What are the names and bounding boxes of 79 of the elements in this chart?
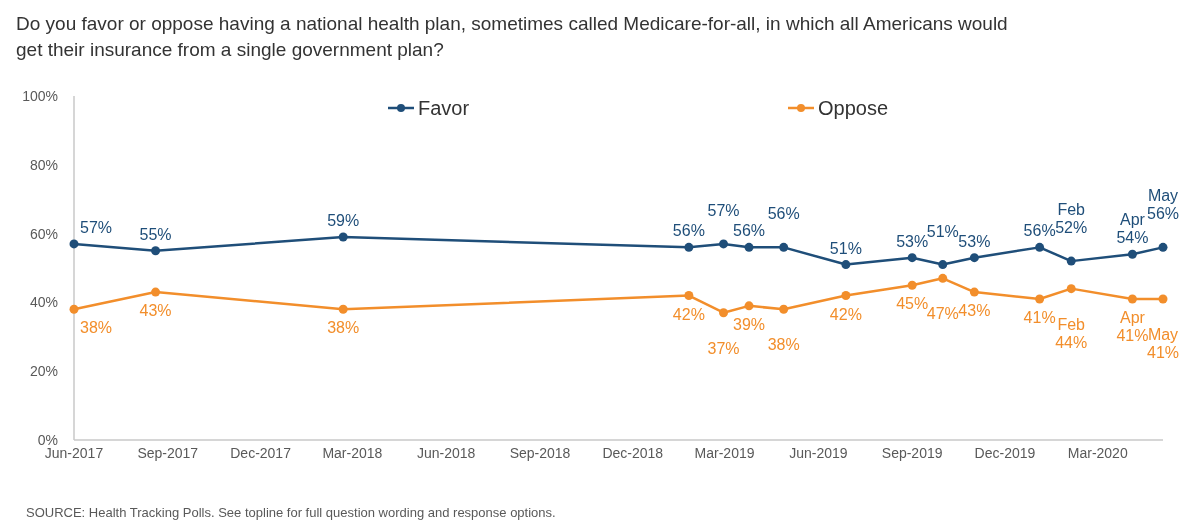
point (69, 239, 79, 249)
data-label: 38% (79, 319, 113, 337)
point (907, 253, 917, 263)
point (719, 239, 729, 249)
x-tick-label: Mar-2018 (322, 445, 383, 461)
x-tick-label: Mar-2019 (694, 445, 755, 461)
data-label: 39% (733, 315, 766, 333)
point (1127, 249, 1137, 259)
data-label: 38% (767, 336, 800, 354)
data-label: 45% (896, 295, 929, 313)
point (744, 242, 754, 252)
y-tick-label: 0% (37, 431, 58, 448)
y-tick-label: 20% (29, 363, 58, 380)
point (938, 260, 948, 270)
data-label: 56% (672, 222, 705, 240)
source-note: SOURCE: Health Tracking Polls. See topline for full question wording and response options. (26, 505, 556, 520)
data-label: Apr 41% (1116, 308, 1149, 344)
point (841, 260, 851, 270)
data-label: 56% (1023, 222, 1056, 240)
data-label: Apr 54% (1116, 211, 1149, 247)
x-tick-label: Mar-2020 (1067, 445, 1128, 461)
point (1127, 294, 1137, 304)
point (1035, 294, 1045, 304)
x-tick-label: Jun-2017 (44, 445, 104, 461)
data-label: Feb 44% (1055, 315, 1088, 351)
data-label: 55% (139, 225, 172, 243)
legend-label: Favor (418, 97, 470, 119)
data-label: 43% (958, 302, 991, 320)
point (151, 287, 161, 297)
x-tick-label: Jun-2019 (789, 445, 848, 461)
y-tick-label: 100% (22, 87, 58, 104)
y-tick-label: 80% (29, 156, 58, 173)
point (1066, 284, 1076, 294)
x-tick-label: Dec-2019 (974, 445, 1036, 461)
point (779, 304, 789, 314)
x-tick-label: Sep-2019 (881, 445, 943, 461)
point (907, 280, 917, 290)
data-label: 51% (829, 239, 862, 257)
point (151, 246, 161, 256)
chart-title: Do you favor or oppose having a national health plan, sometimes called Medicare-for-all, in which all Americans would get their insurance from a single government plan? (16, 13, 1008, 60)
data-label: 59% (327, 212, 360, 230)
data-label: Feb 52% (1055, 201, 1088, 237)
data-label: 57% (79, 218, 113, 236)
x-tick-label: Jun-2018 (416, 445, 476, 461)
point (684, 242, 694, 252)
legend-label: Oppose (818, 97, 889, 119)
data-label: 37% (707, 339, 740, 357)
data-label: 53% (958, 232, 991, 250)
data-label: 57% (707, 201, 740, 219)
data-label: 42% (672, 305, 705, 323)
point (969, 253, 979, 263)
point (338, 232, 348, 242)
y-tick-label: 40% (29, 294, 58, 311)
data-label: 56% (767, 205, 800, 223)
point (744, 301, 754, 311)
data-label: 41% (1023, 308, 1056, 326)
point (779, 242, 789, 252)
x-tick-label: Dec-2018 (602, 445, 664, 461)
data-label: 42% (829, 305, 862, 323)
x-tick-label: Sep-2018 (509, 445, 571, 461)
data-label: 51% (926, 222, 959, 240)
x-tick-label: Dec-2017 (230, 445, 292, 461)
point (841, 291, 851, 301)
point (1035, 242, 1045, 252)
point (719, 308, 729, 318)
point (938, 273, 948, 283)
data-label: 38% (327, 319, 360, 337)
point (338, 304, 348, 314)
point (1158, 242, 1168, 252)
point (69, 304, 79, 314)
x-tick-label: Sep-2017 (137, 445, 199, 461)
point (1158, 294, 1168, 304)
data-label: May 56% (1146, 187, 1180, 223)
point (1066, 256, 1076, 266)
y-tick-label: 60% (29, 225, 58, 242)
point (969, 287, 979, 297)
data-label: 43% (139, 302, 172, 320)
point (684, 291, 694, 301)
data-label: 56% (733, 222, 766, 240)
